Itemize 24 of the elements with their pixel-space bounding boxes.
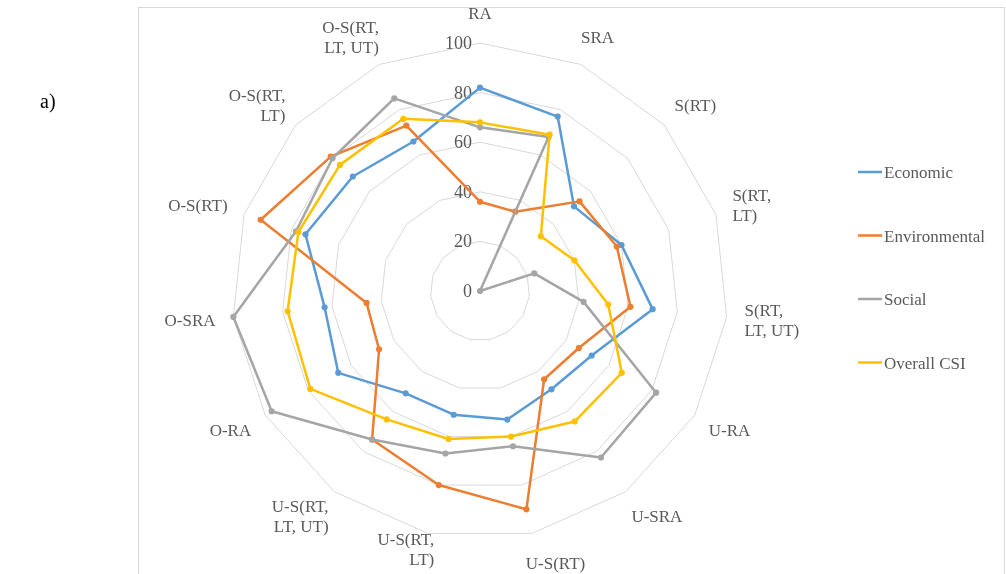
y-tick-label: 0 bbox=[463, 281, 472, 301]
spoke-label: O-RA bbox=[209, 421, 252, 440]
legend-label: Environmental bbox=[884, 226, 986, 246]
spoke-label: U-SRA bbox=[631, 506, 684, 526]
spoke-label: S(RT) bbox=[674, 95, 717, 115]
y-tick-label: 60 bbox=[454, 132, 472, 153]
spoke-label: O-S(RT, LT) bbox=[228, 85, 286, 125]
spoke-label: S(RT, LT, UT) bbox=[744, 301, 800, 341]
spoke-label: O-S(RT) bbox=[168, 196, 228, 216]
spoke-label: SRA bbox=[581, 28, 615, 48]
legend-label: Economic bbox=[884, 163, 954, 182]
spoke-label: U-S(RT) bbox=[525, 553, 586, 573]
y-tick-label: 100 bbox=[445, 33, 472, 53]
legend-label: Overall CSI bbox=[884, 353, 967, 373]
spoke-label: O-SRA bbox=[164, 311, 217, 331]
legend-label: Social bbox=[884, 290, 927, 309]
text: a) bbox=[40, 90, 56, 113]
spoke-label: RA bbox=[468, 4, 493, 23]
spoke-label: O-S(RT, LT, UT) bbox=[322, 18, 379, 58]
spoke-label: S(RT, LT) bbox=[732, 186, 772, 226]
spoke-label: U-RA bbox=[708, 421, 752, 440]
y-tick-label: 20 bbox=[454, 231, 472, 252]
spoke-label: U-S(RT, LT, UT) bbox=[271, 496, 329, 536]
spoke-label: U-S(RT, LT) bbox=[377, 529, 435, 569]
